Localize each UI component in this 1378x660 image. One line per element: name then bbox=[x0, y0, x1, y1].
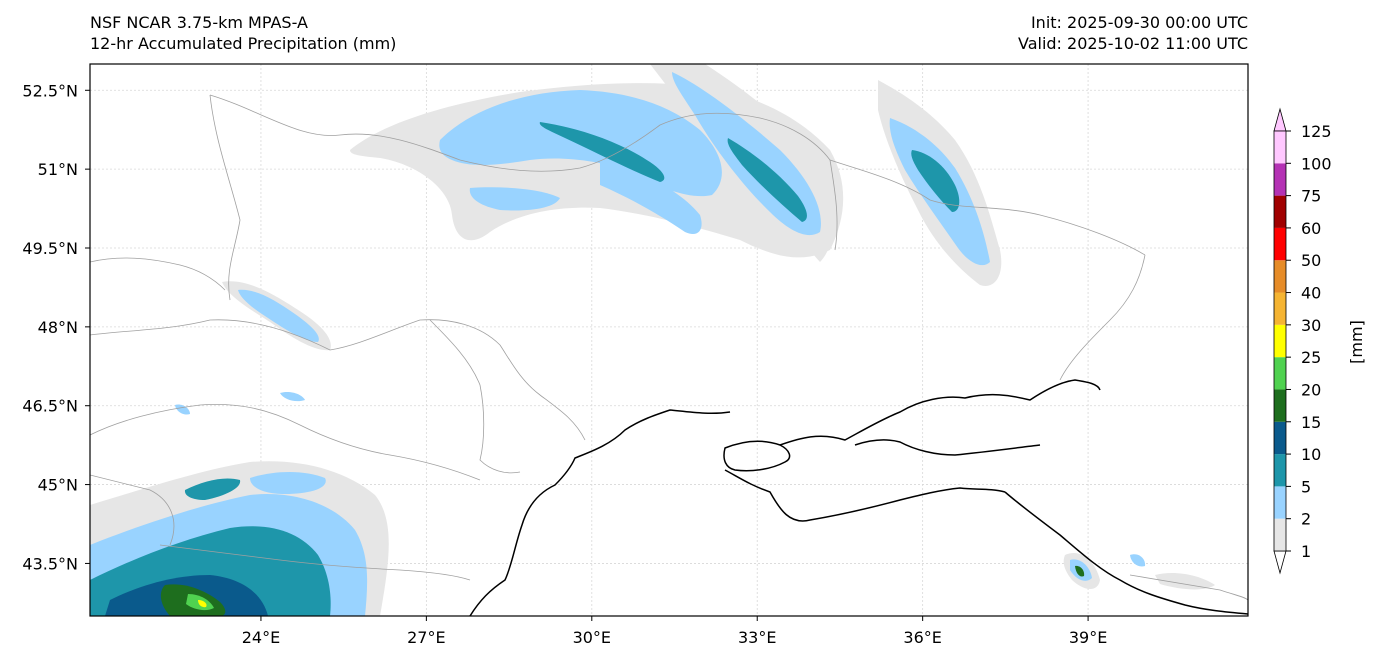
colorbar-tick-label: 2 bbox=[1301, 510, 1311, 529]
valid-time: Valid: 2025-10-02 11:00 UTC bbox=[1017, 34, 1248, 53]
colorbar-tick-label: 100 bbox=[1301, 154, 1332, 173]
lon-tick-label: 30°E bbox=[573, 628, 611, 647]
precip-teal-romania bbox=[184, 478, 241, 500]
colorbar-tick-label: 5 bbox=[1301, 477, 1311, 496]
sea-azov-inner bbox=[854, 439, 1041, 456]
colorbar-segment bbox=[1274, 195, 1286, 228]
precip-teal-streak1 bbox=[539, 122, 665, 182]
border-belarus-ukraine bbox=[209, 94, 1146, 256]
lon-tick-label: 36°E bbox=[903, 628, 941, 647]
colorbar-segment bbox=[1274, 421, 1286, 455]
colorbar-segment bbox=[1274, 260, 1286, 293]
border-russia-georgia bbox=[1129, 574, 1248, 601]
colorbar-segment bbox=[1274, 454, 1286, 487]
colorbar-segment bbox=[1274, 486, 1286, 519]
colorbar-segment bbox=[1274, 518, 1286, 551]
colorbar-extend-max bbox=[1273, 107, 1287, 132]
border-moldova bbox=[429, 319, 521, 474]
colorbar-extend-min bbox=[1273, 550, 1287, 575]
colorbar-tick-label: 20 bbox=[1301, 380, 1321, 399]
lat-tick-label: 43.5°N bbox=[22, 554, 78, 573]
country-borders bbox=[90, 94, 1248, 601]
colorbar-segment bbox=[1274, 324, 1286, 358]
lon-tick-label: 27°E bbox=[407, 628, 445, 647]
colorbar-tick-label: 60 bbox=[1301, 219, 1321, 238]
lon-tick-label: 33°E bbox=[738, 628, 776, 647]
title-right: Init: 2025-09-30 00:00 UTC Valid: 2025-1… bbox=[1018, 12, 1248, 54]
lon-tick-label: 39°E bbox=[1069, 628, 1107, 647]
map-content bbox=[90, 64, 1248, 616]
precip-blue-carpathian bbox=[238, 289, 319, 342]
model-title: NSF NCAR 3.75-km MPAS-A bbox=[90, 13, 308, 32]
colorbar-frame bbox=[1273, 130, 1287, 552]
colorbar-tick-label: 50 bbox=[1301, 251, 1321, 270]
border-ukraine-russia bbox=[829, 159, 838, 251]
border-west bbox=[90, 257, 226, 291]
precip-blue-north-small bbox=[469, 187, 560, 211]
colorbar-unit-label: [mm] bbox=[1347, 320, 1366, 364]
azov-coast bbox=[779, 379, 1101, 446]
border-romania-bulgaria bbox=[90, 404, 481, 481]
colorbar-tick-label: 15 bbox=[1301, 413, 1321, 432]
longitude-ticks: 24°E 27°E 30°E 33°E 36°E 39°E bbox=[242, 616, 1107, 647]
lat-tick-label: 49.5°N bbox=[22, 239, 78, 258]
colorbar-segment bbox=[1274, 357, 1286, 390]
border-hungary-romania bbox=[90, 319, 586, 441]
init-time: Init: 2025-09-30 00:00 UTC bbox=[1030, 13, 1248, 32]
crimea-coast bbox=[723, 440, 1006, 522]
precip-blue-romania bbox=[250, 472, 326, 494]
precip-light-caucasus3 bbox=[1155, 573, 1215, 590]
colorbar-segment bbox=[1274, 389, 1286, 422]
title-left: NSF NCAR 3.75-km MPAS-A 12-hr Accumulate… bbox=[90, 12, 396, 54]
colorbar-segment bbox=[1274, 163, 1286, 196]
precip-yellow-southwest bbox=[198, 600, 207, 608]
colorbar-segments bbox=[1273, 107, 1287, 575]
border-ukraine-east bbox=[1059, 254, 1146, 381]
lat-tick-label: 46.5°N bbox=[22, 397, 78, 416]
lat-tick-label: 52.5°N bbox=[22, 81, 78, 100]
precip-green-caucasus bbox=[1075, 565, 1085, 577]
precip-teal-east bbox=[911, 150, 960, 212]
black-sea-coast-west bbox=[469, 409, 731, 616]
precip-blue-north-tail bbox=[600, 160, 702, 235]
colorbar-tick-label: 30 bbox=[1301, 316, 1321, 335]
border-serbia bbox=[90, 474, 175, 546]
colorbar-segment bbox=[1274, 227, 1286, 261]
colorbar-tick-label: 125 bbox=[1301, 122, 1332, 141]
lat-tick-label: 48°N bbox=[38, 318, 78, 337]
colorbar-tick-label: 10 bbox=[1301, 445, 1321, 464]
precip-fields bbox=[90, 64, 1215, 616]
lat-tick-label: 45°N bbox=[38, 476, 78, 495]
colorbar-segment bbox=[1274, 292, 1286, 325]
lat-tick-label: 51°N bbox=[38, 160, 78, 179]
precip-teal-streak2 bbox=[727, 138, 807, 222]
border-bulgaria bbox=[159, 544, 471, 581]
map-frame bbox=[89, 63, 1249, 617]
colorbar-tick-label: 25 bbox=[1301, 348, 1321, 367]
colorbar-tick-label: 1 bbox=[1301, 542, 1311, 561]
colorbar-tick-label: 75 bbox=[1301, 187, 1321, 206]
product-title: 12-hr Accumulated Precipitation (mm) bbox=[90, 34, 397, 53]
precip-blue-moldova2 bbox=[280, 391, 305, 402]
colorbar-tick-label: 40 bbox=[1301, 284, 1321, 303]
precip-blue-moldova bbox=[175, 404, 190, 415]
colorbar-segment bbox=[1274, 131, 1286, 164]
kerch-coast bbox=[1004, 491, 1248, 615]
latitude-ticks: 52.5°N 51°N 49.5°N 48°N 46.5°N 45°N 43.5°N bbox=[22, 81, 90, 573]
lon-tick-label: 24°E bbox=[242, 628, 280, 647]
coastlines bbox=[469, 379, 1248, 616]
precip-blue-caucasus2 bbox=[1130, 554, 1146, 567]
border-poland-ukraine bbox=[209, 94, 241, 301]
